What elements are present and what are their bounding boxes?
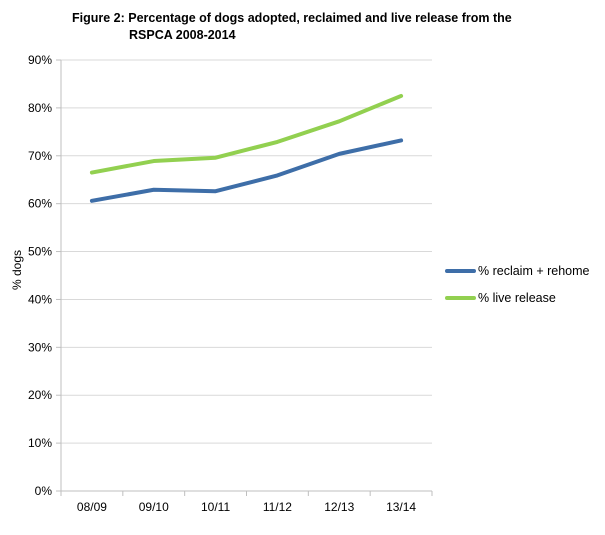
chart-title: Figure 2: Percentage of dogs adopted, re…: [72, 11, 512, 42]
y-tick-label: 10%: [28, 436, 52, 450]
y-tick-label: 90%: [28, 53, 52, 67]
y-tick-label: 20%: [28, 388, 52, 402]
y-tick-label: 40%: [28, 292, 52, 306]
x-tick-label: 09/10: [139, 500, 169, 514]
axes: [56, 59, 433, 496]
gridlines: [61, 59, 432, 444]
series-lines: [89, 93, 404, 203]
chart-title-line-1: Figure 2: Percentage of dogs adopted, re…: [72, 11, 512, 25]
legend-label: % live release: [478, 291, 556, 305]
y-tick-label: 0%: [35, 484, 53, 498]
legend: % reclaim + rehome % live release: [445, 264, 590, 305]
x-tick-label: 13/14: [386, 500, 416, 514]
series-line-2: [89, 93, 404, 175]
x-tick-label: 11/12: [263, 500, 292, 514]
y-axis-label: % dogs: [10, 250, 24, 290]
y-tick-label: 60%: [28, 197, 52, 211]
series-line-1: [89, 138, 404, 203]
y-tick-label: 70%: [28, 149, 52, 163]
y-tick-label: 80%: [28, 101, 52, 115]
x-tick-label: 10/11: [201, 500, 230, 514]
x-axis-ticks: 08/09 09/10 10/11 11/12 12/13 13/14: [77, 500, 417, 514]
x-tick-label: 08/09: [77, 500, 107, 514]
y-axis-ticks: 0% 10% 20% 30% 40% 50% 60% 70% 80% 90%: [28, 53, 52, 498]
chart-title-line-2: RSPCA 2008-2014: [129, 28, 236, 42]
x-tick-label: 12/13: [324, 500, 354, 514]
y-tick-label: 50%: [28, 245, 52, 259]
legend-label: % reclaim + rehome: [478, 264, 590, 278]
y-tick-label: 30%: [28, 340, 52, 354]
